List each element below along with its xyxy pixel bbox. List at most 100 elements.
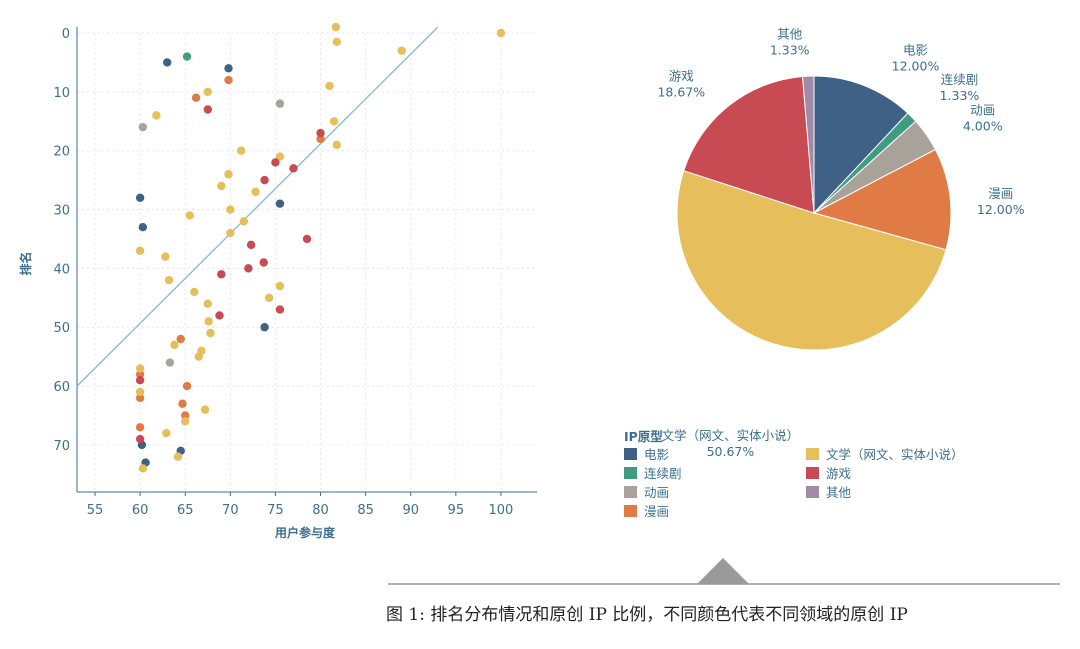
scatter-point	[181, 417, 190, 426]
scatter-point	[138, 122, 148, 132]
scatter-point	[191, 93, 201, 102]
scatter-point	[329, 117, 339, 126]
pie-label-value: 1.33%	[940, 88, 980, 103]
scatter-point	[239, 217, 249, 226]
scatter-point	[264, 293, 274, 303]
y-tick-label: 50	[53, 321, 70, 336]
pie-slice	[812, 148, 952, 251]
scatter-point	[217, 181, 226, 191]
legend-swatch	[806, 486, 819, 498]
scatter-point	[244, 264, 253, 273]
scatter-point	[325, 81, 334, 91]
scatter-point	[170, 340, 179, 350]
pie-label-value: 50.67%	[707, 444, 755, 459]
x-axis-title: 用户参与度	[274, 525, 336, 540]
scatter-point	[203, 87, 212, 97]
scatter-point	[316, 128, 325, 138]
scatter-point	[496, 28, 506, 38]
pie-label-name: 游戏	[669, 68, 694, 83]
scatter-point	[135, 375, 145, 385]
scatter-point	[275, 199, 285, 208]
y-tick-label: 0	[62, 27, 70, 42]
scatter-point	[224, 75, 233, 85]
scatter-point	[162, 428, 171, 438]
scatter-point	[331, 22, 341, 32]
scatter-point	[289, 164, 298, 173]
scatter-point	[200, 405, 210, 414]
pie-label-name: 漫画	[988, 186, 1013, 201]
legend-swatch	[624, 486, 637, 498]
scatter-point	[316, 134, 325, 144]
scatter-point	[275, 152, 285, 161]
scatter-point	[397, 46, 406, 55]
y-axis-title: 排名	[18, 251, 33, 275]
scatter-point	[203, 105, 212, 114]
scatter-point	[152, 111, 161, 120]
pie-label-name: 其他	[777, 26, 803, 41]
pie-slice	[802, 75, 815, 214]
pie-label-value: 12.00%	[977, 202, 1025, 217]
scatter-point	[302, 234, 312, 244]
legend-label: 动画	[644, 485, 669, 500]
legend-label: 连续剧	[644, 466, 682, 481]
x-tick-label: 75	[267, 503, 284, 518]
x-tick-label: 55	[87, 503, 104, 518]
legend-label: 文学（网文、实体小说）	[826, 447, 964, 462]
caption-area: 图 1: 排名分布情况和原创 IP 比例，不同颜色代表不同领域的原创 IP	[386, 558, 1060, 625]
pie-chart: 电影12.00%连续剧1.33%动画4.00%漫画12.00%文学（网文、实体小…	[657, 26, 1024, 459]
scatter-point	[271, 158, 280, 167]
legend-swatch	[624, 467, 637, 479]
scatter-point	[135, 387, 145, 397]
legend-swatch	[624, 448, 637, 460]
pie-label-value: 18.67%	[657, 84, 705, 99]
scatter-point	[332, 37, 341, 47]
x-tick-label: 70	[222, 503, 239, 518]
y-tick-label: 40	[53, 262, 70, 277]
scatter-point	[165, 358, 175, 367]
x-tick-label: 100	[489, 503, 514, 518]
pie-slice	[813, 75, 909, 215]
scatter-point	[135, 423, 145, 432]
x-tick-label: 90	[402, 503, 419, 518]
x-tick-label: 80	[312, 503, 329, 518]
pie-label-name: 动画	[970, 103, 995, 118]
scatter-point	[135, 193, 145, 202]
scatter-point	[135, 393, 145, 403]
scatter-point	[135, 246, 145, 255]
scatter-point	[181, 411, 190, 420]
legend-title: IP原型	[624, 429, 663, 444]
scatter-point	[173, 452, 183, 461]
pie-label-value: 1.33%	[770, 42, 810, 57]
scatter-point	[275, 281, 285, 291]
legend-label: 游戏	[826, 466, 851, 481]
x-tick-label: 85	[357, 503, 374, 518]
legend-swatch	[806, 467, 819, 479]
scatter-point	[135, 434, 145, 444]
scatter-point	[260, 175, 269, 185]
scatter-point	[203, 299, 212, 308]
scatter-point	[246, 240, 256, 250]
scatter-point	[275, 99, 285, 108]
pie-label-name: 电影	[903, 43, 929, 58]
scatter-point	[251, 187, 260, 197]
scatter-point	[206, 328, 215, 338]
scatter-point	[185, 211, 194, 220]
figure-caption: 图 1: 排名分布情况和原创 IP 比例，不同颜色代表不同领域的原创 IP	[386, 605, 908, 625]
scatter-point	[275, 305, 285, 314]
scatter-point	[332, 140, 341, 150]
scatter-point	[182, 381, 192, 391]
pie-label-name: 连续剧	[941, 72, 979, 87]
legend-swatch	[624, 505, 637, 517]
scatter-point	[164, 275, 174, 285]
pie-slice	[683, 75, 815, 214]
caption-pointer	[697, 558, 749, 584]
x-tick-label: 65	[177, 503, 194, 518]
scatter-point	[176, 334, 185, 344]
scatter-point	[224, 64, 233, 73]
legend-label: 电影	[644, 447, 670, 462]
scatter-point	[138, 222, 148, 232]
legend-swatch	[806, 448, 819, 460]
scatter-point	[215, 311, 224, 320]
scatter-point	[194, 352, 203, 361]
